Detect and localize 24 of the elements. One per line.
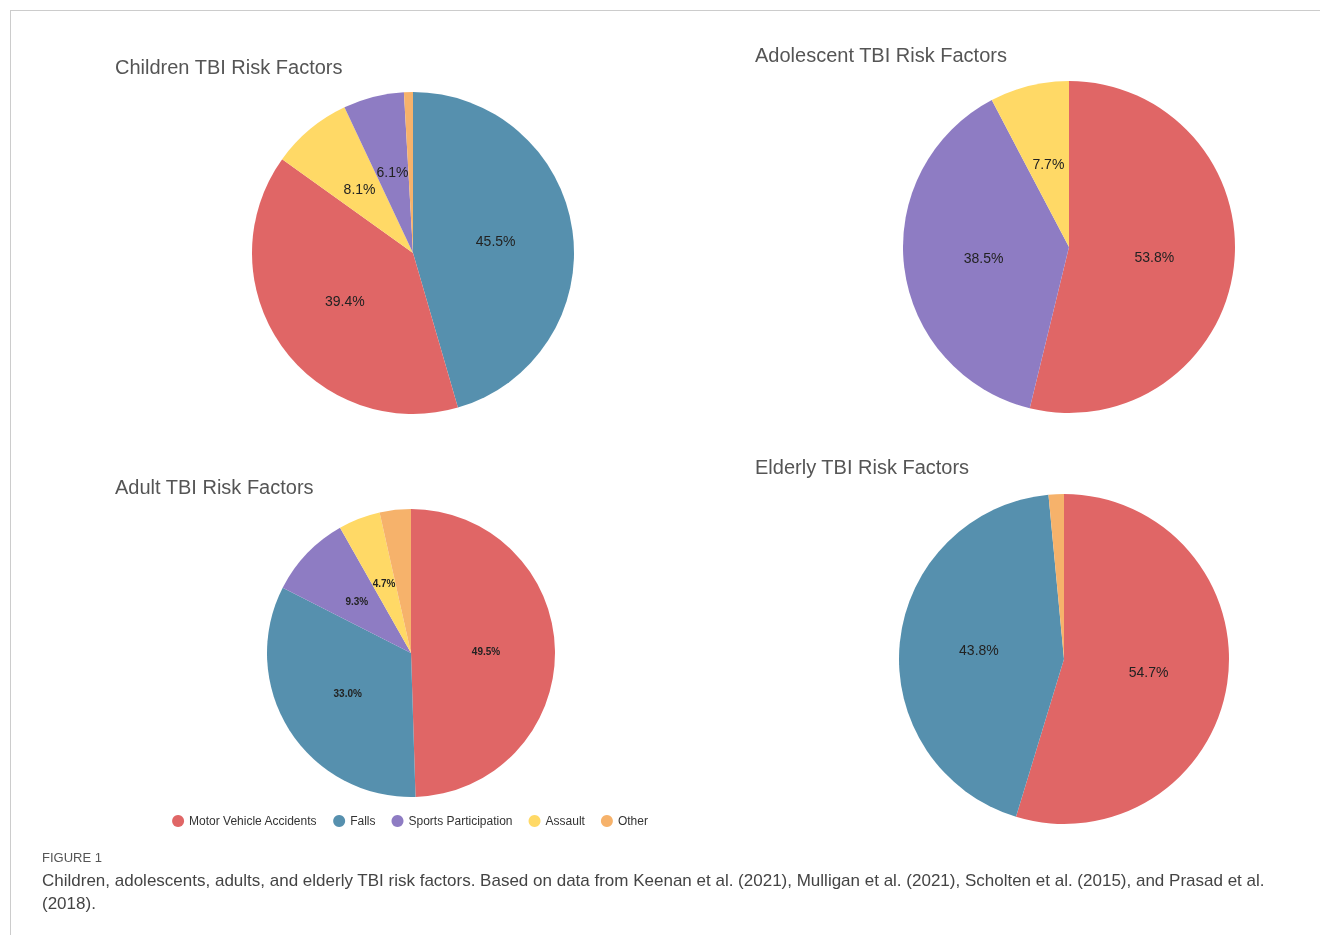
data-label: 54.7% bbox=[1128, 663, 1169, 680]
caption: FIGURE 1 bbox=[42, 850, 103, 865]
data-label: 38.5% bbox=[963, 249, 1004, 266]
data-label: 9.3% bbox=[345, 595, 369, 607]
data-label: 53.8% bbox=[1134, 249, 1175, 266]
chart-title: Elderly TBI Risk Factors bbox=[755, 456, 970, 478]
data-label: 33.0% bbox=[333, 687, 362, 699]
legend-label: Sports Participation bbox=[408, 814, 513, 828]
data-label: 49.5% bbox=[471, 646, 501, 658]
text: Children, adolescents, adults, and elderly TBI risk factors. Based on data from Keenan et al. (2021), Mulligan et al. (2021), Scholten et al. (2015), and Prasad et al. (2018). bbox=[42, 870, 1266, 915]
data-label: 7.7% bbox=[1032, 155, 1065, 172]
data-label: 6.1% bbox=[376, 164, 409, 181]
chart-title: Children TBI Risk Factors bbox=[115, 56, 343, 78]
legend-label: Motor Vehicle Accidents bbox=[189, 814, 317, 828]
chart-title: Adult TBI Risk Factors bbox=[115, 476, 314, 498]
legend-label: Assault bbox=[545, 814, 586, 828]
data-label: 4.7% bbox=[372, 577, 396, 589]
data-label: 45.5% bbox=[475, 233, 516, 250]
data-label: 43.8% bbox=[959, 642, 999, 659]
legend-label: Falls bbox=[350, 814, 376, 828]
data-label: 8.1% bbox=[343, 180, 376, 197]
data-label: 39.4% bbox=[324, 293, 365, 310]
chart-title: Adolescent TBI Risk Factors bbox=[755, 44, 1007, 66]
legend-label: Other bbox=[617, 814, 648, 828]
